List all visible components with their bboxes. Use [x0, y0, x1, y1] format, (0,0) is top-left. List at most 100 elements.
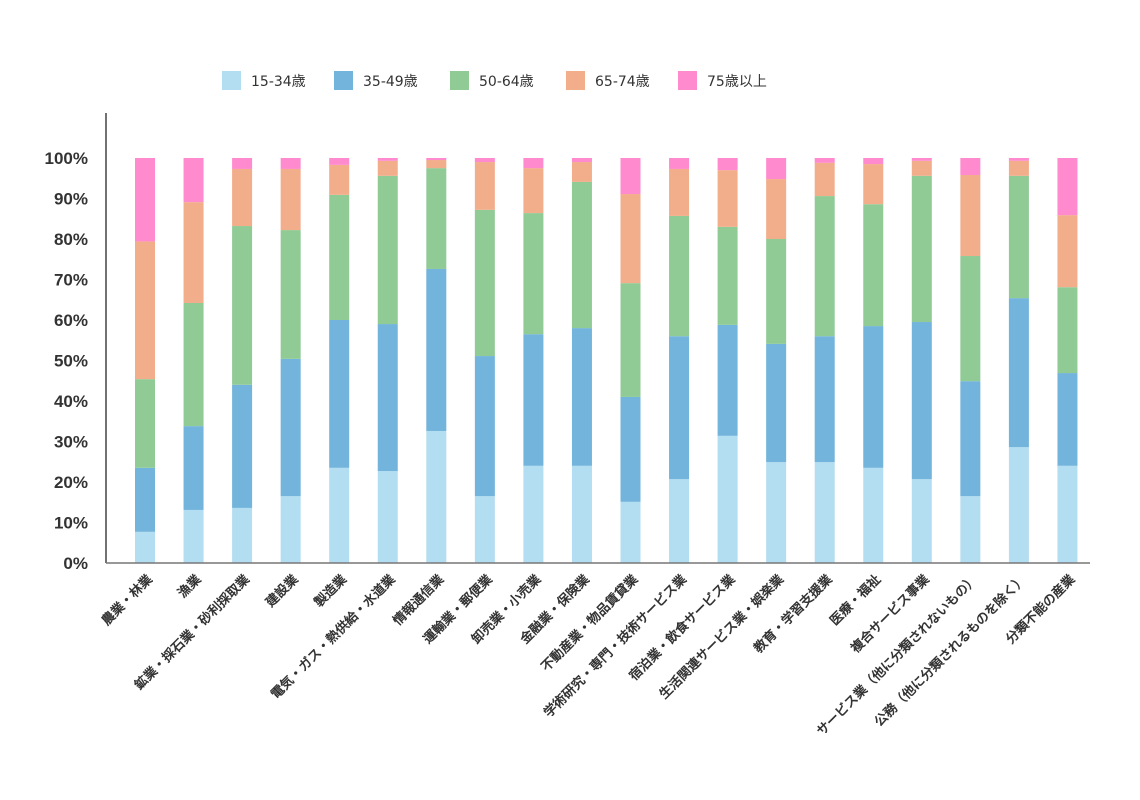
- bar-stack: [183, 158, 204, 563]
- y-tick-label: 80%: [54, 230, 88, 249]
- bar-segment: [1057, 158, 1078, 216]
- y-tick-label: 10%: [54, 514, 88, 533]
- bar-segment: [280, 496, 301, 563]
- bar-segment: [426, 430, 447, 563]
- bar-segment: [474, 496, 495, 563]
- bar-segment: [377, 175, 398, 325]
- bar-stack: [280, 158, 301, 563]
- y-tick-label: 50%: [54, 352, 88, 371]
- bar-segment: [426, 268, 447, 431]
- bar-segment: [911, 158, 932, 161]
- bar-segment: [280, 168, 301, 231]
- bar-segment: [717, 435, 738, 563]
- bar-segment: [1057, 215, 1078, 288]
- bar-segment: [135, 531, 155, 563]
- legend-item: 65-74歳: [566, 71, 650, 90]
- bar-segment: [911, 322, 932, 480]
- bar-segment: [960, 496, 981, 563]
- y-axis-ticks: 0% 10% 20% 30% 40% 50% 60% 70% 80% 90% 100%: [45, 149, 88, 573]
- bar-stack: [766, 158, 787, 563]
- legend: 15-34歳 35-49歳 50-64歳 65-74歳 75歳以上: [222, 71, 767, 90]
- bar-stack: [863, 158, 884, 563]
- bar-segment: [329, 158, 350, 165]
- bar-segment: [523, 168, 544, 214]
- legend-item: 75歳以上: [678, 71, 767, 90]
- bar-segment: [1008, 447, 1029, 563]
- bar-segment: [571, 158, 592, 163]
- bar-segment: [766, 158, 787, 180]
- bar-segment: [766, 462, 787, 563]
- bar-segment: [135, 467, 155, 532]
- x-tick-label: 漁業: [175, 571, 205, 601]
- bar-segment: [960, 256, 981, 382]
- bar-stack: [814, 158, 835, 563]
- x-tick-label: 製造業: [310, 571, 350, 611]
- bar-segment: [232, 507, 253, 563]
- legend-label: 15-34歳: [251, 74, 306, 90]
- bar-stack: [620, 158, 641, 563]
- bar-segment: [911, 479, 932, 563]
- bar-segment: [1057, 465, 1078, 563]
- bar-segment: [814, 462, 835, 563]
- bar-segment: [669, 168, 690, 216]
- bar-segment: [620, 501, 641, 563]
- bar-segment: [280, 358, 301, 497]
- legend-swatch: [334, 71, 353, 90]
- bar-segment: [766, 179, 787, 239]
- bar-segment: [232, 168, 253, 227]
- bar-stack: [960, 158, 981, 563]
- bar-segment: [232, 226, 253, 385]
- x-tick-label: 農業・林業: [99, 571, 157, 629]
- bar-segment: [863, 204, 884, 327]
- bar-segment: [766, 343, 787, 463]
- legend-label: 75歳以上: [707, 74, 767, 90]
- bar-segment: [669, 215, 690, 337]
- bar-segment: [474, 356, 495, 497]
- bar-segment: [571, 328, 592, 466]
- bar-stack: [474, 158, 495, 563]
- bar-segment: [329, 194, 350, 320]
- y-tick-label: 20%: [54, 473, 88, 492]
- bar-segment: [620, 194, 641, 284]
- bar-segment: [232, 384, 253, 508]
- bar-segment: [814, 162, 835, 197]
- bar-stack: [1057, 158, 1078, 563]
- bar-segment: [717, 170, 738, 227]
- bar-segment: [1057, 373, 1078, 466]
- bar-segment: [183, 202, 204, 303]
- bar-segment: [329, 320, 350, 468]
- bar-segment: [183, 158, 204, 203]
- x-tick-label: 建設業: [263, 571, 303, 611]
- bar-segment: [474, 209, 495, 357]
- y-tick-label: 90%: [54, 190, 88, 209]
- bar-segment: [329, 467, 350, 563]
- bar-segment: [183, 509, 204, 563]
- bar-segment: [232, 158, 253, 169]
- bar-segment: [280, 158, 301, 169]
- bar-stack: [523, 158, 544, 563]
- bar-segment: [183, 426, 204, 510]
- bar-segment: [717, 226, 738, 325]
- bar-stack: [232, 158, 253, 563]
- bar-segment: [669, 158, 690, 169]
- bar-segment: [620, 396, 641, 502]
- bar-segment: [669, 479, 690, 563]
- y-tick-label: 70%: [54, 271, 88, 290]
- bar-segment: [135, 158, 155, 242]
- legend-item: 50-64歳: [450, 71, 534, 90]
- bar-segment: [620, 158, 641, 195]
- bar-segment: [571, 162, 592, 182]
- legend-item: 15-34歳: [222, 71, 306, 90]
- bar-stack: [669, 158, 690, 563]
- bars: [135, 158, 1078, 563]
- bar-segment: [329, 164, 350, 195]
- bar-segment: [960, 381, 981, 497]
- bar-segment: [426, 158, 447, 161]
- bar-segment: [814, 158, 835, 163]
- bar-segment: [863, 164, 884, 205]
- bar-segment: [183, 302, 204, 427]
- bar-segment: [523, 465, 544, 563]
- bar-stack: [135, 158, 155, 563]
